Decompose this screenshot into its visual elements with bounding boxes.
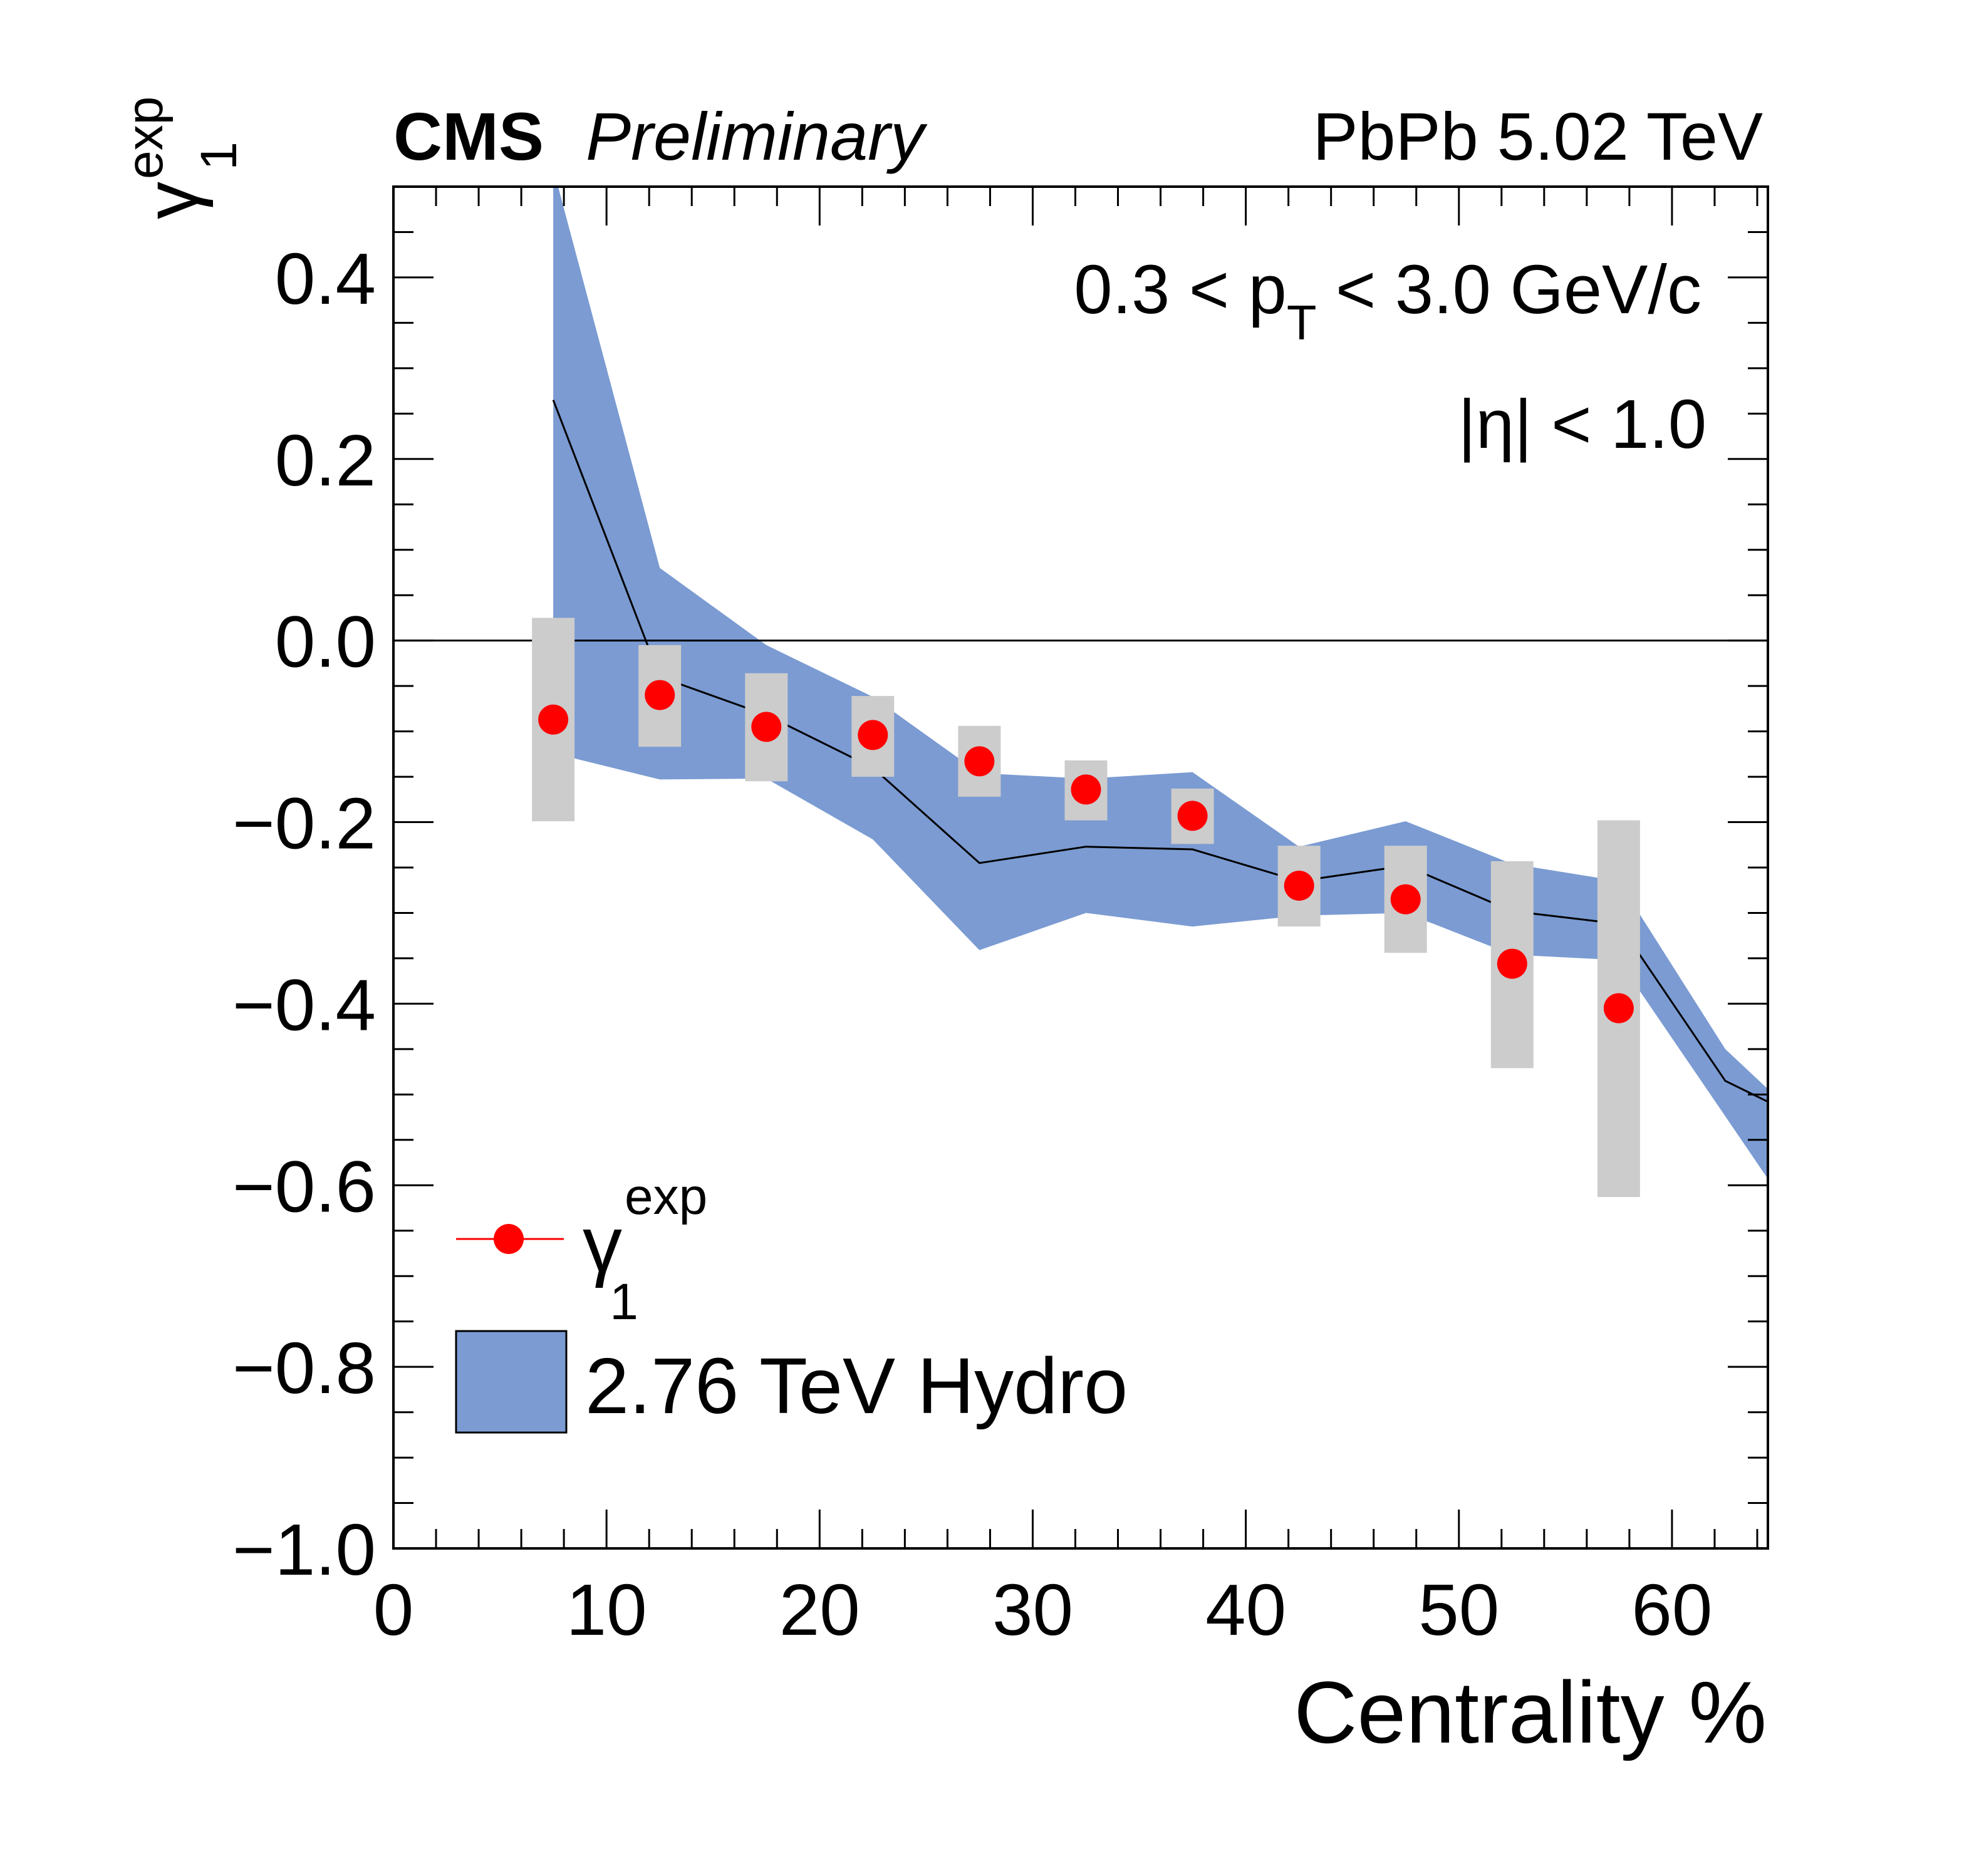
x-axis-title: Centrality %	[1294, 1663, 1767, 1761]
x-tick-label: 50	[1418, 1569, 1499, 1651]
y-tick-label: −0.4	[232, 964, 376, 1045]
y-tick-label: 0.0	[275, 601, 376, 683]
axis-ticks	[392, 185, 1768, 1550]
legend-data-marker	[494, 1224, 524, 1254]
legend: γexp 1 2.76 TeV Hydro	[455, 1168, 1128, 1434]
data-point-3	[751, 712, 782, 742]
legend-hydro-swatch	[455, 1330, 568, 1434]
data-marker-layer	[538, 680, 1634, 1024]
data-point-2	[645, 680, 675, 710]
x-tick-label: 60	[1631, 1569, 1712, 1651]
data-point-7	[1177, 801, 1208, 831]
status-label: Preliminary	[586, 98, 928, 174]
data-point-10	[1497, 948, 1527, 979]
y-tick-label: −0.8	[232, 1327, 376, 1409]
plot-area	[393, 187, 1768, 1198]
legend-entry-hydro: 2.76 TeV Hydro	[455, 1330, 1128, 1434]
x-tick-label: 10	[566, 1569, 647, 1651]
y-tick-label: 0.2	[275, 420, 376, 501]
y-tick-label: −0.2	[232, 783, 376, 864]
system-label: PbPb 5.02 TeV	[1312, 98, 1763, 174]
x-tick-label: 20	[779, 1569, 860, 1651]
hydro-band	[553, 187, 1768, 1179]
y-tick-label: 0.4	[275, 238, 376, 319]
data-point-6	[1071, 774, 1101, 805]
y-tick-label: −0.6	[232, 1146, 376, 1227]
experiment-label: CMS	[393, 98, 544, 174]
x-tick-labels: 0 10 20 30 40 50 60	[373, 1569, 1713, 1651]
x-tick-label: 40	[1205, 1569, 1286, 1651]
legend-data-label: γexp 1	[583, 1168, 707, 1330]
legend-entry-data: γexp 1	[456, 1168, 707, 1330]
data-point-11	[1603, 993, 1634, 1024]
data-point-4	[858, 720, 888, 750]
data-point-8	[1284, 871, 1314, 901]
data-point-1	[538, 704, 569, 735]
data-point-9	[1390, 884, 1421, 915]
pt-cut-annotation: 0.3 < pT < 3.0 GeV/c	[1074, 251, 1701, 350]
y-axis-title: γexp 1	[117, 96, 247, 219]
x-tick-label: 30	[992, 1569, 1073, 1651]
y-tick-label: −1.0	[232, 1509, 376, 1590]
x-tick-label: 0	[373, 1569, 414, 1651]
data-point-5	[964, 746, 995, 777]
y-tick-labels: −1.0 −0.8 −0.6 −0.4 −0.2 0.0 0.2 0.4	[232, 238, 376, 1590]
legend-hydro-label: 2.76 TeV Hydro	[585, 1342, 1128, 1430]
eta-cut-annotation: |η| < 1.0	[1458, 386, 1706, 463]
